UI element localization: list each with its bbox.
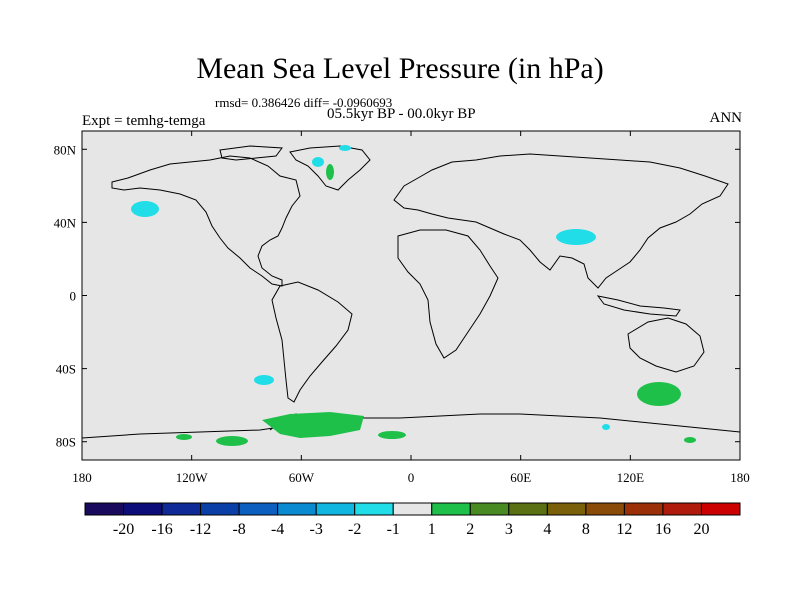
- lat-tick-label: 40N: [54, 215, 77, 230]
- anomaly-antarctic-c: [378, 431, 406, 439]
- coastlines: [81, 145, 741, 439]
- coast-south-america: [271, 281, 353, 403]
- colorbar-label: 2: [466, 521, 474, 538]
- longitude-axis: 180 120W 60W 0 60E 120E 180: [72, 131, 750, 485]
- colorbar-swatch: [469, 502, 510, 516]
- anomaly-patagonia: [254, 375, 274, 385]
- lat-tick-label: 80S: [56, 435, 76, 450]
- colorbar-swatch: [585, 502, 625, 516]
- colorbar-swatch: [700, 502, 741, 516]
- colorbar-swatch: [123, 502, 163, 516]
- map-title: Mean Sea Level Pressure (in hPa): [196, 52, 604, 85]
- coast-antarctica: [81, 413, 741, 439]
- colorbar-swatch: [200, 502, 240, 516]
- colorbar-label: -3: [310, 521, 323, 538]
- anomaly-greenland-b: [326, 164, 334, 180]
- colorbar-label: -12: [190, 521, 211, 538]
- anomaly-north-pacific: [131, 201, 159, 217]
- anomaly-fields: [131, 145, 696, 446]
- coast-indonesia: [596, 295, 681, 317]
- coast-eurasia: [393, 153, 729, 289]
- lon-tick-label: 60E: [510, 470, 531, 485]
- colorbar-swatch: [84, 502, 125, 516]
- anomaly-antarctic-d: [602, 424, 610, 430]
- period-label: 05.5kyr BP - 00.0kyr BP: [327, 106, 476, 122]
- colorbar-swatch: [354, 502, 394, 516]
- colorbar-label: -1: [387, 521, 400, 538]
- colorbar-swatch: [623, 502, 664, 516]
- colorbar-label: 16: [655, 521, 671, 538]
- lat-tick-label: 40S: [56, 362, 76, 377]
- colorbar-swatch: [392, 502, 433, 516]
- colorbar-label: 3: [505, 521, 513, 538]
- colorbar-swatch: [277, 502, 317, 516]
- colorbar-swatch: [508, 502, 548, 516]
- lon-tick-label: 120E: [617, 470, 645, 485]
- rmsd-diff-stats: rmsd= 0.386426 diff= -0.0960693: [215, 95, 393, 110]
- colorbar-label: 8: [582, 521, 590, 538]
- colorbar-label: -20: [113, 521, 134, 538]
- colorbar-swatch: [431, 502, 471, 516]
- colorbar-label: -4: [271, 521, 284, 538]
- lat-tick-label: 0: [70, 289, 77, 304]
- colorbar-swatch: [238, 502, 279, 516]
- colorbar-label: 20: [693, 521, 709, 538]
- colorbar-swatch: [546, 502, 587, 516]
- lon-tick-label: 180: [730, 470, 750, 485]
- anomaly-antarctic-e: [684, 437, 696, 443]
- anomaly-greenland-a: [312, 157, 324, 167]
- coast-north-america: [111, 155, 301, 287]
- experiment-label: Expt = temhg-temga: [82, 113, 206, 129]
- colorbar-label: -2: [348, 521, 361, 538]
- coast-arctic-islands: [219, 145, 283, 161]
- colorbar-label: -16: [151, 521, 172, 538]
- lon-tick-label: 60W: [289, 470, 315, 485]
- anomaly-tibet: [556, 229, 596, 245]
- coast-australia: [627, 317, 705, 373]
- colorbar-swatch: [662, 502, 702, 516]
- coast-greenland: [289, 145, 371, 191]
- anomaly-antarctic-a: [216, 436, 248, 446]
- map-background: [82, 131, 740, 460]
- colorbar-label: 1: [428, 521, 436, 538]
- colorbar: -20 -16 -12 -8 -4 -3 -2 -1 1 2 3 4 8 12 16 20: [84, 502, 741, 538]
- anomaly-antarctic-b: [176, 434, 192, 440]
- lon-tick-label: 180: [72, 470, 92, 485]
- latitude-axis: 80N 40N 0 40S 80S: [54, 142, 740, 450]
- colorbar-swatch: [161, 502, 202, 516]
- lon-tick-label: 120W: [176, 470, 209, 485]
- anomaly-weddell: [262, 412, 364, 438]
- coast-africa: [397, 229, 499, 359]
- lon-tick-label: 0: [408, 470, 415, 485]
- season-label: ANN: [709, 110, 743, 126]
- lat-tick-label: 80N: [54, 142, 77, 157]
- colorbar-label: 4: [543, 521, 551, 538]
- anomaly-south-indian: [637, 382, 681, 406]
- colorbar-swatch: [315, 502, 356, 516]
- anomaly-greenland-c: [339, 145, 351, 151]
- colorbar-label: 12: [616, 521, 632, 538]
- colorbar-label: -8: [232, 521, 245, 538]
